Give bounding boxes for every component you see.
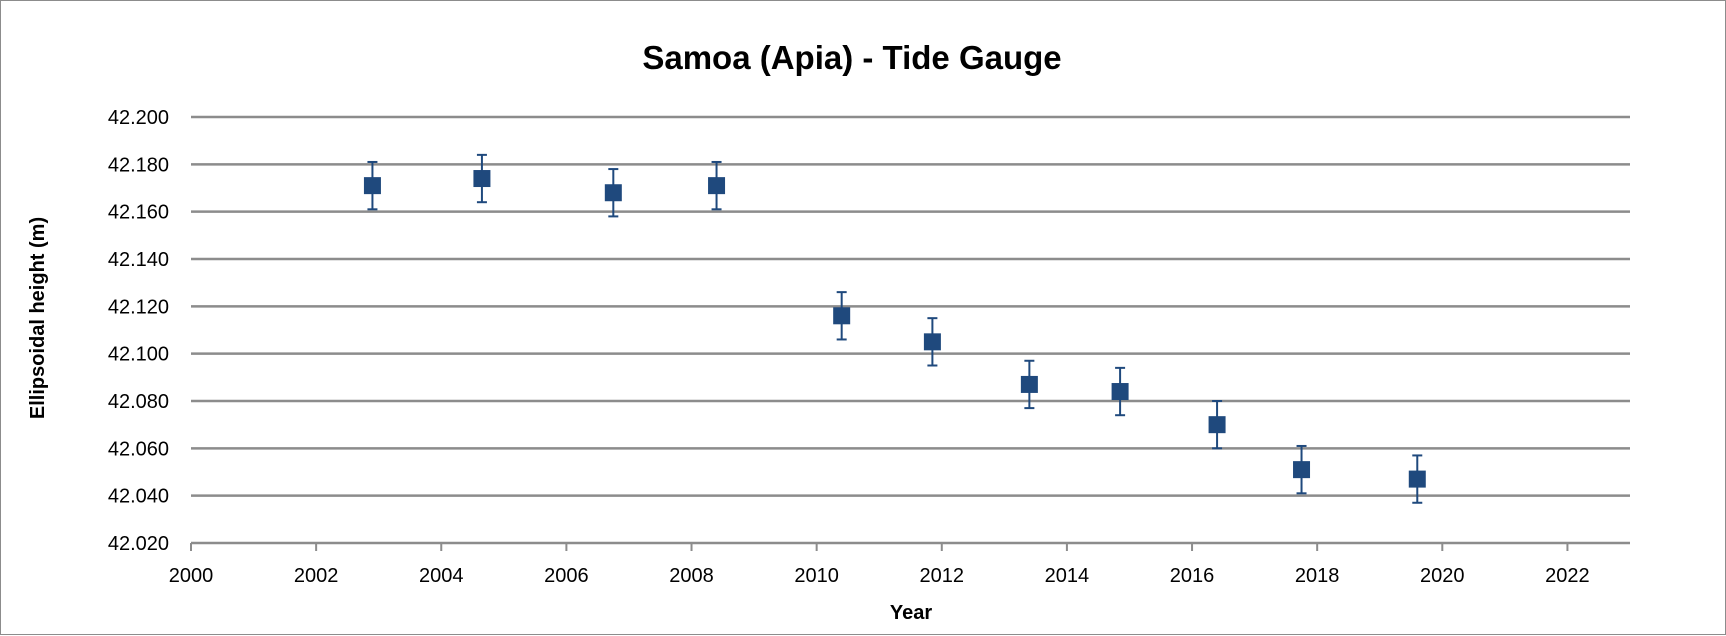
data-points (363, 153, 1426, 504)
x-tick-label: 2016 (1170, 565, 1215, 587)
y-tick-labels: 42.020 42.040 42.060 42.080 42.100 42.120 42.1… (108, 107, 169, 555)
square-marker (1020, 375, 1038, 393)
y-axis-label: Ellipsoidal height (m) (27, 217, 49, 419)
data-point (363, 160, 381, 211)
square-marker (1208, 416, 1226, 434)
square-marker (708, 177, 726, 195)
square-marker (1408, 470, 1426, 488)
x-tick-label: 2006 (544, 565, 589, 587)
y-tick-label: 42.180 (108, 154, 169, 176)
square-marker (1111, 383, 1129, 401)
x-tick-label: 2022 (1545, 565, 1590, 587)
data-point (708, 160, 726, 211)
x-tick-labels: 2000 2002 2004 2006 2008 2010 2012 2014 2016 2018… (169, 565, 1590, 587)
y-tick-label: 42.120 (108, 296, 169, 318)
y-tick-label: 42.080 (108, 391, 169, 413)
data-point (1111, 366, 1129, 417)
x-tick-label: 2010 (794, 565, 839, 587)
data-point (1293, 444, 1311, 495)
data-point (1208, 400, 1226, 450)
chart-title: Samoa (Apia) - Tide Gauge (642, 39, 1061, 76)
y-tick-label: 42.100 (108, 344, 169, 366)
square-marker (363, 177, 381, 195)
y-tick-label: 42.140 (108, 249, 169, 271)
x-axis-label: Year (890, 602, 932, 624)
data-point (604, 168, 622, 218)
square-marker (473, 170, 491, 188)
y-tick-label: 42.160 (108, 202, 169, 224)
x-tick-label: 2020 (1420, 565, 1465, 587)
x-tick-label: 2014 (1045, 565, 1090, 587)
data-point (473, 153, 491, 204)
y-tick-label: 42.020 (108, 533, 169, 555)
data-point (923, 317, 941, 367)
y-tick-label: 42.200 (108, 107, 169, 129)
x-tick-label: 2018 (1295, 565, 1340, 587)
y-tick-label: 42.060 (108, 438, 169, 460)
data-point (1408, 454, 1426, 504)
grid-layer (191, 115, 1630, 497)
x-tick-label: 2000 (169, 565, 214, 587)
square-marker (833, 307, 851, 325)
data-point (1020, 359, 1038, 410)
data-point (833, 291, 851, 341)
square-marker (1293, 461, 1311, 479)
x-tick-label: 2008 (669, 565, 714, 587)
axis-layer (190, 541, 1630, 551)
x-tick-label: 2012 (920, 565, 965, 587)
square-marker (923, 333, 941, 351)
x-tick-label: 2002 (294, 565, 339, 587)
x-tick-label: 2004 (419, 565, 464, 587)
y-tick-label: 42.040 (108, 486, 169, 508)
square-marker (604, 184, 622, 202)
